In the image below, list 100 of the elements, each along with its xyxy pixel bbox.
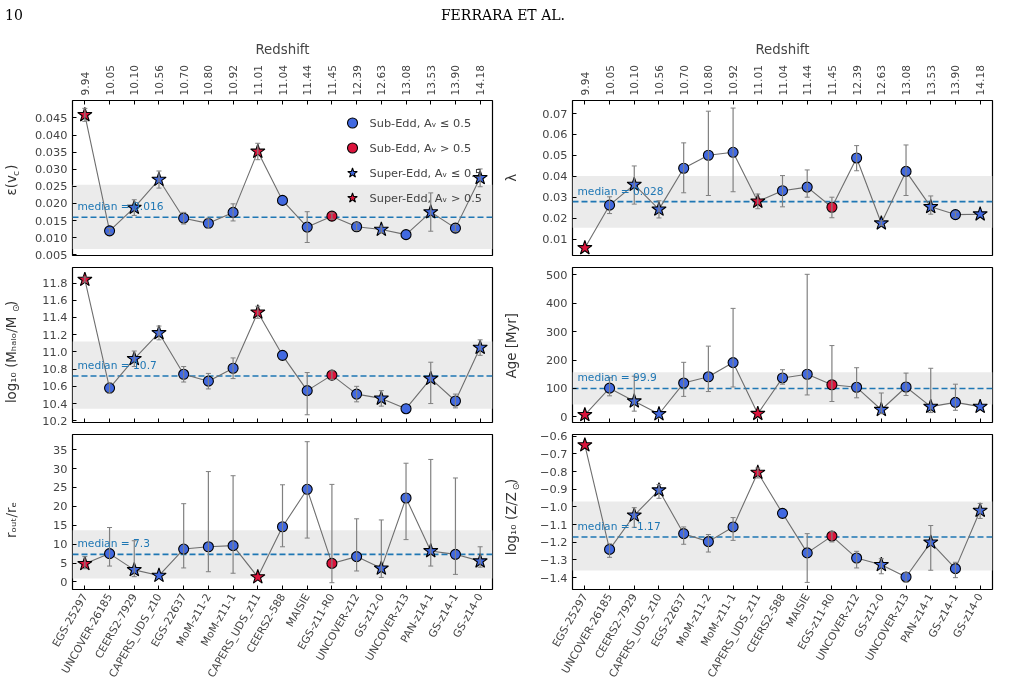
x-tick-label: 9.94 — [578, 71, 592, 96]
y-tick-label: 0.03 — [542, 190, 568, 205]
y-axis-title: λ — [504, 173, 519, 182]
y-tick-label: −0.7 — [539, 446, 568, 461]
x-tick-label: 11.44 — [801, 64, 815, 96]
x-tick-label: 10.80 — [202, 64, 216, 96]
x-tick-label: 10.70 — [177, 64, 191, 96]
y-tick-label: 0.06 — [542, 127, 568, 142]
y-tick-label: 0.015 — [35, 213, 68, 228]
y-tick-label: −0.8 — [539, 464, 568, 479]
x-tick-label: 13.53 — [424, 64, 438, 96]
y-tick-label: 11.6 — [42, 293, 68, 308]
x-tick-label: 10.56 — [652, 64, 666, 96]
x-tick-label: 10.92 — [727, 64, 741, 96]
x-tick-label: 13.90 — [949, 64, 963, 96]
legend-label: Super-Edd, Aᵥ > 0.5 — [369, 189, 482, 207]
ref-line-label: median = 10.7 — [77, 359, 157, 372]
y-axis-title: rₒᵤₜ/rₑ — [4, 502, 19, 538]
x-tick-label: 14.18 — [974, 64, 988, 96]
y-tick-label: 0.01 — [542, 232, 568, 247]
y-tick-label: 0.020 — [35, 196, 68, 211]
x-tick-label: 10.05 — [103, 64, 117, 96]
text: 10 — [5, 6, 23, 25]
ref-line-label: median = 0.028 — [577, 184, 664, 198]
y-tick-label: 11.2 — [42, 327, 68, 342]
y-axis-title: Age [Myr] — [504, 313, 519, 379]
y-tick-label: 0 — [560, 409, 568, 424]
y-tick-label: −1.1 — [539, 517, 568, 532]
y-axis-title: log₁₀ (Mₕₐₗₒ/M⊙) — [4, 300, 21, 404]
x-tick-label: 11.01 — [251, 64, 265, 96]
y-tick-label: 0.040 — [35, 128, 68, 143]
x-tick-label: 11.45 — [825, 64, 839, 96]
legend-label: Sub-Edd, Aᵥ > 0.5 — [369, 139, 472, 157]
x-tick-label: 10.80 — [702, 64, 716, 96]
x-tick-label: 11.45 — [325, 64, 339, 96]
text: FERRARA ET AL. — [440, 6, 565, 25]
x2-axis-title: Redshift — [755, 41, 810, 57]
y-tick-label: −1.3 — [539, 552, 568, 567]
x2-axis-title: Redshift — [255, 41, 310, 57]
y-tick-label: 400 — [545, 296, 568, 311]
legend-label: Sub-Edd, Aᵥ ≤ 0.5 — [369, 114, 472, 132]
y-tick-label: 20 — [53, 499, 68, 514]
y-tick-label: 10.4 — [42, 396, 68, 411]
x-tick-label: 12.39 — [850, 64, 864, 96]
y-tick-label: 0.035 — [35, 145, 68, 160]
x-tick-label: 13.08 — [900, 64, 914, 96]
y-tick-label: 0.045 — [35, 110, 68, 125]
y-tick-label: 10.2 — [42, 413, 68, 428]
y-tick-label: 0.07 — [542, 106, 568, 121]
x-tick-label: 12.39 — [350, 64, 364, 96]
y-tick-label: 11.8 — [42, 276, 68, 290]
x-tick-label: 12.63 — [375, 64, 389, 96]
y-tick-label: 10.6 — [42, 379, 68, 394]
y-tick-label: 0.030 — [35, 162, 68, 177]
x-tick-label: 14.18 — [474, 64, 488, 96]
x-tick-label: 13.08 — [400, 64, 414, 96]
y-tick-label: 200 — [545, 353, 568, 368]
x-tick-label: 10.05 — [603, 64, 617, 96]
y-tick-label: 0.04 — [542, 169, 568, 184]
x-tick-label: 10.10 — [128, 64, 142, 96]
x-tick-label: 11.04 — [276, 64, 290, 96]
y-axis-title: ε(vc) — [4, 164, 21, 196]
y-axis-title: log₁₀ (Z/Z⊙) — [504, 478, 521, 556]
y-tick-label: 15 — [53, 518, 68, 533]
y-tick-label: −1.2 — [539, 535, 568, 550]
x-tick-label: 13.90 — [449, 64, 463, 96]
y-tick-label: 11.0 — [42, 344, 68, 359]
y-tick-label: 25 — [53, 480, 68, 495]
y-tick-label: 35 — [53, 442, 68, 457]
y-tick-label: 0.05 — [542, 148, 568, 163]
y-tick-label: 11.4 — [42, 310, 68, 325]
x-tick-label: 11.01 — [751, 64, 765, 96]
x-tick-label: 10.70 — [677, 64, 691, 96]
ref-line-label: median = -1.17 — [577, 520, 661, 534]
x-tick-label: 13.53 — [924, 64, 938, 96]
y-tick-label: 30 — [53, 461, 68, 476]
y-tick-label: 500 — [545, 267, 568, 282]
y-tick-label: −1.4 — [539, 570, 568, 585]
y-tick-label: 10.8 — [42, 362, 68, 377]
y-tick-label: −1.0 — [539, 499, 568, 514]
y-tick-label: −0.6 — [539, 429, 568, 444]
y-tick-label: 5 — [60, 556, 68, 571]
x-tick-label: 10.92 — [227, 64, 241, 96]
ref-line-label: median = 7.3 — [77, 537, 151, 551]
y-tick-label: 0.010 — [35, 230, 68, 245]
ref-line-label: median = 99.9 — [577, 371, 658, 385]
y-tick-label: 0.025 — [35, 179, 68, 194]
y-tick-label: −0.9 — [539, 482, 568, 497]
x-tick-label: 11.44 — [301, 64, 315, 96]
x-tick-label: 10.56 — [152, 64, 166, 96]
x-tick-label: 12.63 — [875, 64, 889, 96]
y-tick-label: 0 — [60, 574, 68, 589]
x-tick-label: 10.10 — [628, 64, 642, 96]
x-tick-label: 9.94 — [78, 71, 92, 96]
y-tick-label: 0.005 — [35, 247, 68, 262]
x-tick-label: 11.04 — [776, 64, 790, 96]
y-tick-label: 10 — [53, 537, 68, 552]
y-tick-label: 0.02 — [542, 211, 568, 226]
y-tick-label: 300 — [545, 324, 568, 339]
y-tick-label: 100 — [545, 381, 568, 396]
